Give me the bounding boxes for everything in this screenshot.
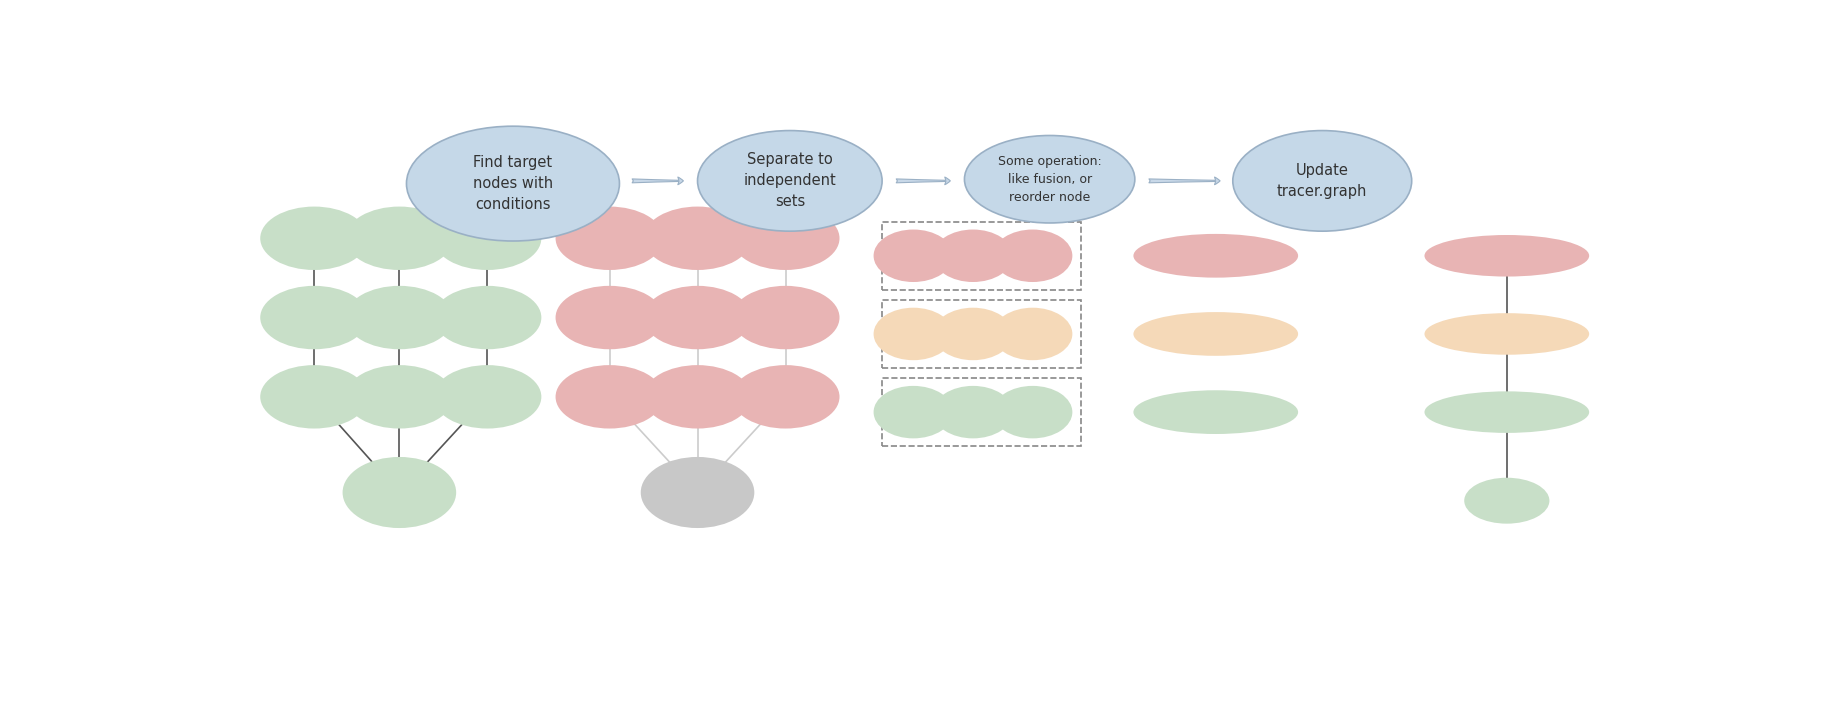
Ellipse shape [932,307,1013,360]
Ellipse shape [1233,131,1412,231]
Ellipse shape [555,365,663,429]
Ellipse shape [1134,312,1299,356]
Ellipse shape [993,307,1072,360]
Ellipse shape [260,207,368,270]
Ellipse shape [643,286,751,349]
Text: Update
tracer.graph: Update tracer.graph [1277,163,1367,199]
Ellipse shape [1464,478,1550,524]
Ellipse shape [874,229,953,282]
Ellipse shape [346,286,453,349]
Ellipse shape [964,136,1134,223]
Ellipse shape [1134,391,1299,434]
Ellipse shape [698,131,883,231]
Ellipse shape [260,286,368,349]
Ellipse shape [731,286,839,349]
Ellipse shape [343,457,456,528]
Ellipse shape [1425,391,1588,433]
Ellipse shape [555,286,663,349]
Ellipse shape [1425,313,1588,355]
Text: Find target
nodes with
conditions: Find target nodes with conditions [473,155,553,212]
Ellipse shape [993,386,1072,438]
Ellipse shape [260,365,368,429]
Ellipse shape [407,126,619,241]
Ellipse shape [346,365,453,429]
Ellipse shape [993,229,1072,282]
Ellipse shape [555,207,663,270]
Ellipse shape [731,207,839,270]
Ellipse shape [434,365,542,429]
Text: Some operation:
like fusion, or
reorder node: Some operation: like fusion, or reorder … [998,155,1101,204]
Ellipse shape [1425,235,1588,277]
Ellipse shape [434,207,542,270]
Ellipse shape [874,386,953,438]
Ellipse shape [1134,234,1299,278]
Ellipse shape [932,386,1013,438]
Ellipse shape [643,207,751,270]
Ellipse shape [874,307,953,360]
Text: Separate to
independent
sets: Separate to independent sets [744,153,835,209]
Ellipse shape [643,365,751,429]
Ellipse shape [346,207,453,270]
Ellipse shape [434,286,542,349]
Ellipse shape [731,365,839,429]
Ellipse shape [932,229,1013,282]
Ellipse shape [641,457,755,528]
